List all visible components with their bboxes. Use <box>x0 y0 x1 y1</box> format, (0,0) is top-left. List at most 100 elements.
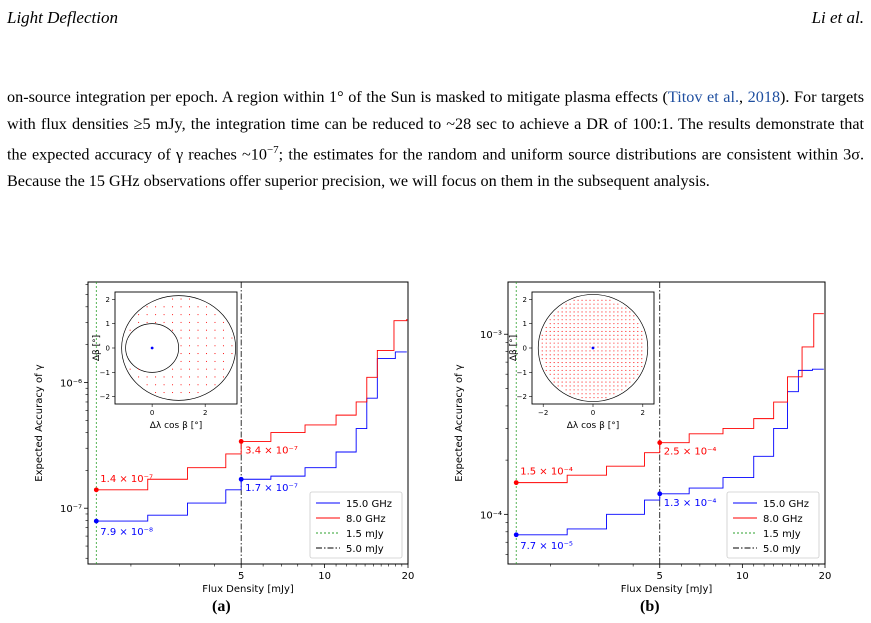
inset-source-dot <box>621 358 623 360</box>
inset-source-dot <box>553 358 555 360</box>
inset-source-dot <box>553 326 555 329</box>
inset-source-dot <box>231 353 233 355</box>
inset-source-dot <box>138 314 140 316</box>
inset-source-dot <box>553 334 555 336</box>
inset-sun-marker <box>150 346 154 350</box>
inset-source-dot <box>597 319 599 321</box>
inset-source-dot <box>617 307 619 309</box>
inset-source-dot <box>597 346 599 348</box>
inset-source-dot <box>621 342 623 344</box>
inset-source-dot <box>613 303 615 305</box>
inset-source-dot <box>573 381 575 383</box>
inset-source-dot <box>597 377 599 379</box>
inset-source-dot <box>593 315 595 317</box>
inset-source-dot <box>593 381 595 383</box>
inset-source-dot <box>180 298 182 300</box>
inset-source-dot <box>557 369 559 371</box>
inset-y-tick-label: −1 <box>517 369 527 377</box>
inset-source-dot <box>605 389 607 391</box>
inset-source-dot <box>597 350 599 352</box>
inset-source-dot <box>617 315 619 317</box>
inset-x-tick-label: 0 <box>591 409 595 417</box>
inset-source-dot <box>621 307 623 309</box>
inset-source-dot <box>581 389 583 391</box>
annotation-marker <box>93 487 99 493</box>
inset-source-dot <box>601 307 603 309</box>
inset-source-dot <box>589 369 591 371</box>
inset-source-dot <box>593 330 595 332</box>
inset-source-dot <box>222 345 225 347</box>
inset-source-dot <box>593 393 595 395</box>
inset-source-dot <box>617 338 619 340</box>
inset-source-dot <box>214 360 216 362</box>
inset-source-dot <box>605 385 607 387</box>
inset-source-dot <box>172 392 174 394</box>
figure-b-caption: (b) <box>640 598 660 615</box>
inset-source-dot <box>617 377 619 379</box>
inset-source-dot <box>625 354 627 356</box>
inset-source-dot <box>601 389 603 391</box>
inset-source-dot <box>557 385 559 387</box>
inset-source-dot <box>637 373 639 375</box>
inset-source-dot <box>561 369 563 371</box>
inset-source-dot <box>593 350 595 352</box>
inset-source-dot <box>617 350 619 352</box>
inset-source-dot <box>197 314 199 316</box>
inset-source-dot <box>545 365 547 368</box>
annotation-marker <box>513 480 519 486</box>
inset-source-dot <box>633 319 635 321</box>
inset-source-dot <box>577 358 579 360</box>
inset-source-dot <box>565 311 567 313</box>
inset-source-dot <box>557 315 559 317</box>
inset-source-dot <box>625 307 627 309</box>
inset-source-dot <box>597 354 599 356</box>
inset-source-dot <box>597 381 599 383</box>
inset-source-dot <box>573 338 575 340</box>
inset-source-dot <box>163 306 165 308</box>
inset-source-dot <box>629 381 631 383</box>
inset-source-dot <box>589 319 591 321</box>
inset-source-dot <box>605 315 607 317</box>
inset-source-dot <box>197 321 199 323</box>
inset-source-dot <box>577 385 579 387</box>
inset-source-dot <box>637 342 639 344</box>
inset-source-dot <box>545 358 547 360</box>
inset-source-dot <box>637 323 639 325</box>
inset-source-dot <box>621 326 623 329</box>
inset-source-dot <box>573 326 575 329</box>
body-paragraph: on-source integration per epoch. A regio… <box>7 84 864 195</box>
inset-source-dot <box>553 338 555 340</box>
citation-link[interactable]: Titov et al. <box>667 88 740 106</box>
inset-source-dot <box>629 338 631 340</box>
inset-source-dot <box>569 330 571 332</box>
inset-source-dot <box>613 334 615 336</box>
inset-source-dot <box>585 377 587 379</box>
inset-source-dot <box>593 319 595 321</box>
inset-source-dot <box>569 319 571 321</box>
inset-source-dot <box>629 319 631 321</box>
inset-source-dot <box>577 393 579 395</box>
inset-source-dot <box>617 362 619 364</box>
inset-source-dot <box>188 329 191 331</box>
inset-source-dot <box>589 334 591 336</box>
inset-source-dot <box>597 365 599 368</box>
inset-source-dot <box>585 373 587 375</box>
inset-source-dot <box>561 381 563 383</box>
inset-source-dot <box>589 299 591 301</box>
inset-source-dot <box>581 362 583 364</box>
inset-source-dot <box>188 298 191 300</box>
inset-source-dot <box>601 330 603 332</box>
inset-source-dot <box>549 323 551 325</box>
inset-source-dot <box>625 377 627 379</box>
citation-year-link[interactable]: 2018 <box>747 88 781 106</box>
inset-source-dot <box>577 346 579 348</box>
inset-source-dot <box>557 323 559 325</box>
inset-source-dot <box>633 315 635 317</box>
inset-source-dot <box>231 345 233 347</box>
inset-source-dot <box>557 381 559 383</box>
inset-source-dot <box>617 358 619 360</box>
inset-source-dot <box>577 330 579 332</box>
inset-source-dot <box>541 342 543 344</box>
inset-source-dot <box>613 350 615 352</box>
inset-source-dot <box>613 346 615 348</box>
